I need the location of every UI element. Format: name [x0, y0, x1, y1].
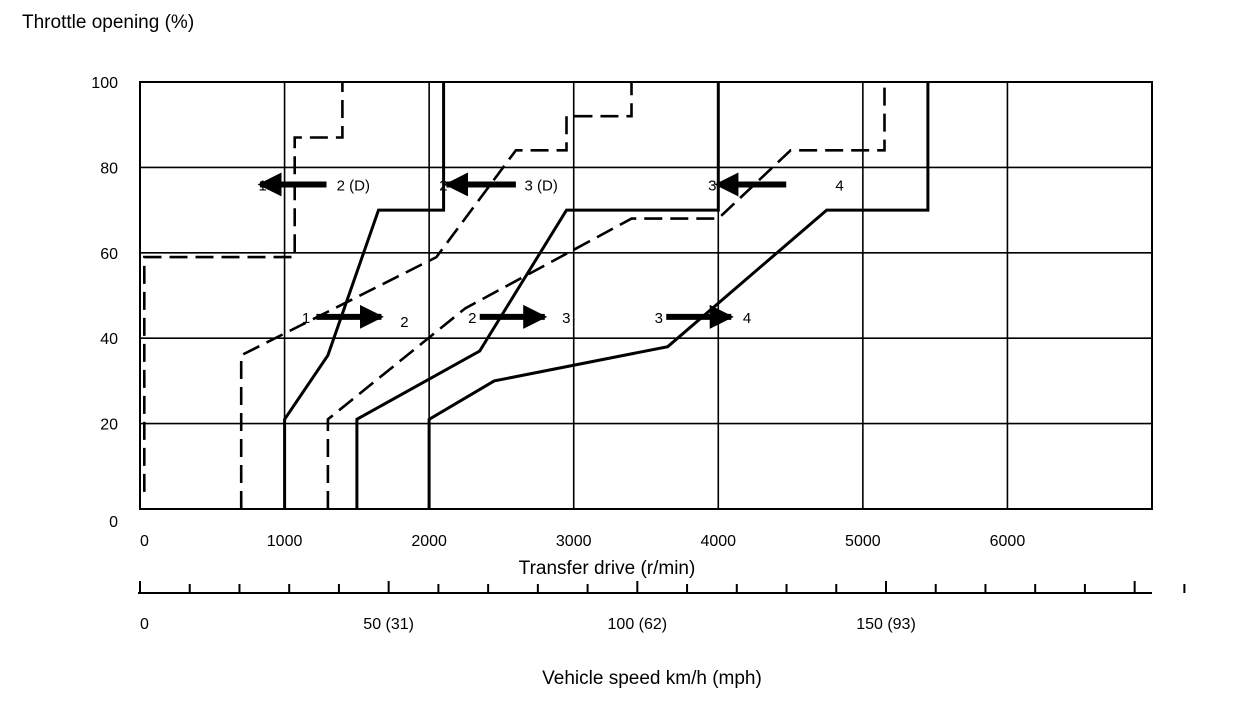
shift-label: 1 — [302, 310, 310, 327]
shift-annotations: 1 2 (D) 2 3 (D) 3 4 1 2 2 3 3 4 — [257, 172, 844, 331]
vehicle-speed-tick-label: 0 — [140, 616, 149, 633]
shift-label: 1 — [259, 177, 267, 194]
y-tick-label: 100 — [91, 75, 118, 92]
x-tick-label: 5000 — [845, 533, 881, 550]
shift-label: 2 (D) — [337, 177, 370, 194]
shift-label: 2 — [439, 177, 447, 194]
x-tick-label: 1000 — [267, 533, 303, 550]
y-axis-label: Throttle opening (%) — [22, 12, 194, 33]
y-tick-label: 20 — [100, 417, 118, 434]
y-tick-label: 40 — [100, 331, 118, 348]
shift-label: 2 — [400, 314, 408, 331]
x-tick-label: 3000 — [556, 533, 592, 550]
x-tick-labels: 0 1000 2000 3000 4000 5000 6000 — [140, 533, 1025, 550]
series-line-upshift-1-2 — [283, 82, 446, 509]
shift-label: 3 — [655, 310, 663, 327]
grid — [139, 81, 1153, 510]
shift-label: 4 — [743, 310, 751, 327]
shift-label: 3 (D) — [525, 177, 558, 194]
y-tick-labels: 0 20 40 60 80 100 — [91, 75, 118, 531]
x-tick-label: 2000 — [411, 533, 447, 550]
y-tick-label: 0 — [109, 514, 118, 531]
vehicle-speed-tick-label: 100 (62) — [608, 616, 668, 633]
series-line-upshift-3-4 — [427, 82, 930, 509]
shift-label: 4 — [835, 177, 843, 194]
vehicle-speed-axis-label: Vehicle speed km/h (mph) — [542, 668, 762, 689]
shift-lines — [143, 82, 930, 509]
shift-label: 3 — [708, 177, 716, 194]
y-tick-label: 60 — [100, 246, 118, 263]
vehicle-speed-tick-label: 50 (31) — [363, 616, 414, 633]
x-tick-label: 0 — [140, 533, 149, 550]
x-tick-label: 6000 — [990, 533, 1026, 550]
x-tick-label: 4000 — [700, 533, 736, 550]
x-axis-label: Transfer drive (r/min) — [519, 558, 696, 579]
series-line-downshift-2-1 — [143, 82, 344, 492]
plot-frame — [139, 81, 1153, 510]
shift-label: 2 — [468, 310, 476, 327]
series-line-downshift-3-2 — [239, 82, 633, 509]
shift-label: 3 — [562, 310, 570, 327]
vehicle-speed-axis: 0 50 (31) 100 (62) 150 (93) — [138, 581, 1186, 633]
y-tick-label: 80 — [100, 160, 118, 177]
series-line-upshift-2-3 — [355, 82, 720, 509]
vehicle-speed-tick-label: 150 (93) — [856, 616, 916, 633]
series-line-downshift-4-3 — [326, 82, 886, 509]
